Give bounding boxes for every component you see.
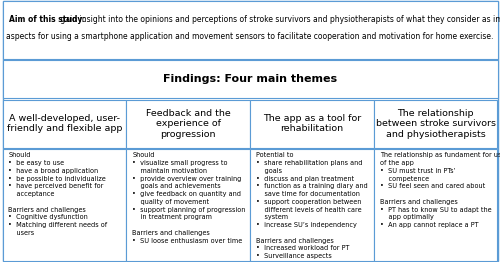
Text: The relationship
between stroke survivors
and physiotherapists: The relationship between stroke survivor… <box>376 109 496 139</box>
FancyBboxPatch shape <box>2 1 498 59</box>
Text: Aim of this study:: Aim of this study: <box>9 15 86 24</box>
Text: aspects for using a smartphone application and movement sensors to facilitate co: aspects for using a smartphone applicati… <box>6 32 494 41</box>
Text: Findings: Four main themes: Findings: Four main themes <box>163 74 337 84</box>
Text: The app as a tool for
rehabilitation: The app as a tool for rehabilitation <box>263 114 361 134</box>
Text: A well-developed, user-
friendly and flexible app: A well-developed, user- friendly and fle… <box>6 114 122 134</box>
FancyBboxPatch shape <box>250 100 374 148</box>
Text: The relationship as fundament for use
of the app
•  SU must trust in PTs’
    co: The relationship as fundament for use of… <box>380 152 500 228</box>
Text: Should
•  be easy to use
•  have a broad application
•  be possible to individua: Should • be easy to use • have a broad a… <box>8 152 108 236</box>
Text: Feedback and the
experience of
progression: Feedback and the experience of progressi… <box>146 109 230 139</box>
FancyBboxPatch shape <box>250 149 374 261</box>
FancyBboxPatch shape <box>2 100 126 148</box>
Text: gain insight into the opinions and perceptions of stroke survivors and physiothe: gain insight into the opinions and perce… <box>58 15 500 24</box>
FancyBboxPatch shape <box>2 149 126 261</box>
FancyBboxPatch shape <box>126 149 250 261</box>
Text: Potential to
•  share rehabilitation plans and
    goals
•  discuss and plan tre: Potential to • share rehabilitation plan… <box>256 152 368 259</box>
FancyBboxPatch shape <box>374 149 498 261</box>
Text: Should
•  visualize small progress to
    maintain motivation
•  provide overvie: Should • visualize small progress to mai… <box>132 152 246 244</box>
FancyBboxPatch shape <box>126 100 250 148</box>
FancyBboxPatch shape <box>2 60 498 98</box>
FancyBboxPatch shape <box>374 100 498 148</box>
